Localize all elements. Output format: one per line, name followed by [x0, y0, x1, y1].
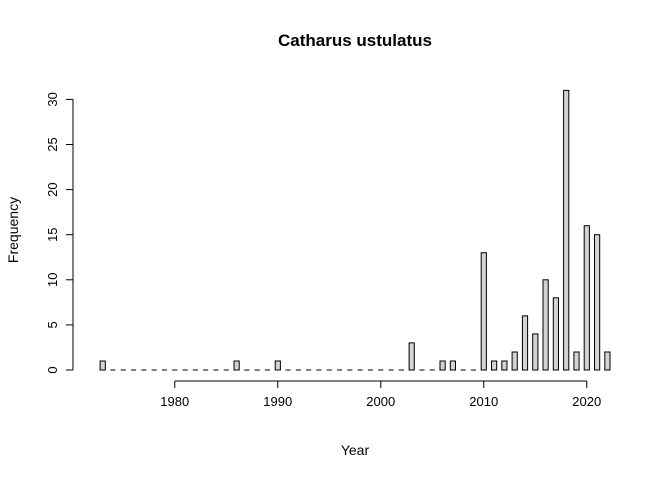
y-tick-label-15: 15	[45, 227, 60, 241]
bar-2011	[491, 360, 498, 371]
bar-2018	[563, 89, 570, 371]
bar-1973	[99, 360, 106, 371]
bar-2014	[521, 315, 529, 371]
bars-group	[99, 89, 611, 371]
y-tick-label-20: 20	[45, 182, 60, 196]
bar-2010	[480, 252, 487, 371]
bar-2015	[532, 333, 539, 371]
bar-2012	[501, 360, 508, 371]
bar-2021	[594, 234, 601, 371]
x-tick-label-2000: 2000	[366, 394, 395, 409]
bar-2006	[439, 360, 446, 371]
x-tick-label-2020: 2020	[572, 394, 601, 409]
bar-2003	[408, 342, 415, 371]
y-axis: 0 5 10 15 20 25 30	[45, 92, 74, 374]
bar-2022	[604, 351, 611, 371]
x-axis-label: Year	[341, 442, 370, 458]
y-tick-label-0: 0	[45, 366, 60, 373]
x-tick-label-1990: 1990	[263, 394, 292, 409]
y-tick-label-30: 30	[45, 92, 60, 106]
bar-1990	[274, 360, 281, 371]
bar-2017	[552, 297, 559, 371]
bar-2013	[511, 351, 518, 371]
y-axis-label: Frequency	[5, 197, 21, 263]
x-tick-label-2010: 2010	[469, 394, 498, 409]
bar-2016	[542, 279, 549, 371]
x-tick-label-1980: 1980	[160, 394, 189, 409]
bar-2019	[573, 351, 580, 371]
y-tick-label-25: 25	[45, 137, 60, 151]
bar-1986	[233, 360, 240, 371]
y-tick-label-5: 5	[45, 321, 60, 328]
bar-2007	[449, 360, 456, 371]
chart-title: Catharus ustulatus	[278, 31, 432, 50]
y-tick-label-10: 10	[45, 273, 60, 287]
x-axis: 1980 1990 2000 2010 2020	[160, 380, 601, 409]
bar-2020	[583, 225, 590, 371]
